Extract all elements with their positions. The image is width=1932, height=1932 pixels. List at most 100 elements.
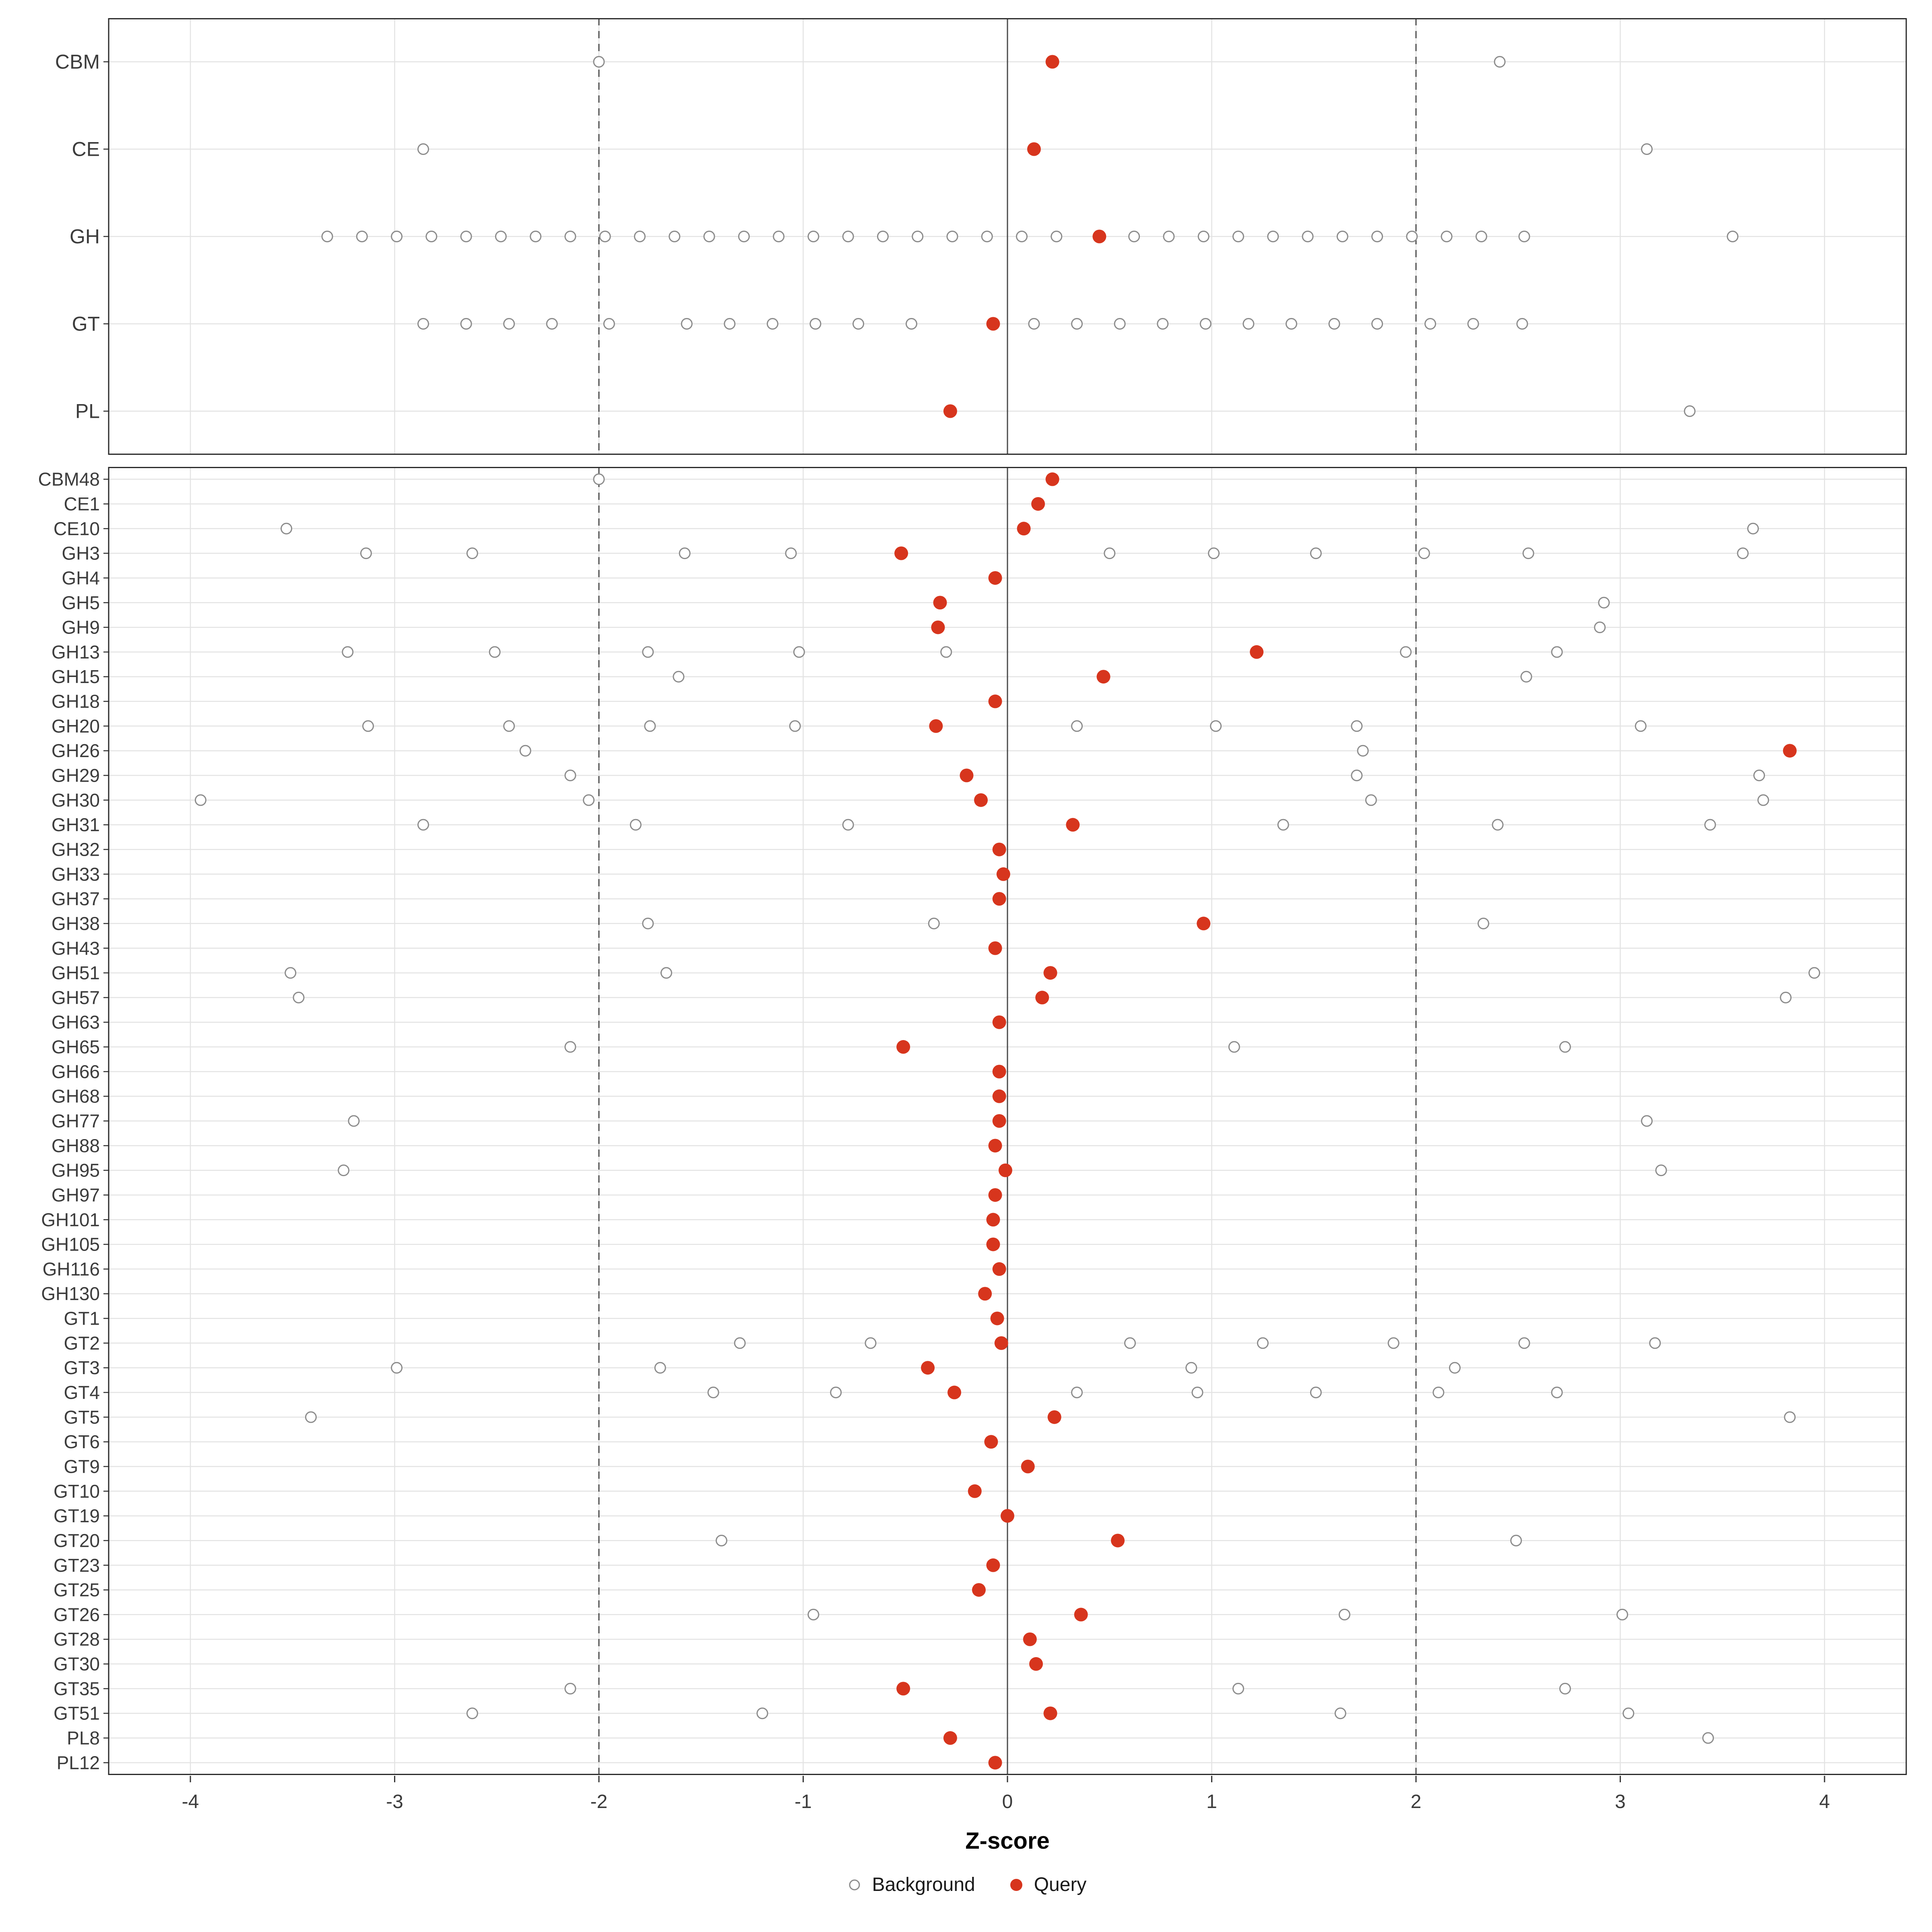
background-point [1114, 318, 1126, 330]
background-point [642, 646, 654, 658]
x-axis: -4 -3 -2 -1 0 1 2 3 4 [0, 1776, 1932, 1830]
background-point [1351, 770, 1363, 782]
query-point [896, 1040, 910, 1054]
background-point [1028, 318, 1040, 330]
background-point [1232, 1682, 1244, 1695]
query-point [1074, 1608, 1088, 1622]
background-point [495, 231, 507, 242]
category-label: GT3 [64, 1357, 100, 1378]
background-point [1267, 231, 1279, 242]
query-point [1027, 142, 1041, 156]
background-point [830, 1387, 842, 1399]
background-point [1518, 231, 1530, 242]
category-label: GH63 [52, 1012, 100, 1033]
category-label: GH57 [52, 987, 100, 1008]
background-point [644, 720, 656, 732]
background-point [1598, 597, 1610, 609]
background-point [756, 1707, 768, 1719]
x-tick-label: -4 [182, 1791, 199, 1812]
background-point [946, 231, 958, 242]
background-point [1753, 770, 1765, 782]
query-point [994, 1336, 1008, 1350]
background-point [1594, 621, 1606, 634]
query-point [933, 596, 947, 610]
background-point [1522, 547, 1534, 559]
background-point [1185, 1362, 1197, 1374]
category-label: GH13 [52, 642, 100, 663]
background-point [356, 231, 368, 242]
background-point [1051, 231, 1063, 242]
background-point [630, 819, 642, 831]
background-point [564, 770, 576, 782]
category-label: GH30 [52, 790, 100, 811]
category-label: GH37 [52, 888, 100, 909]
category-label: GH15 [52, 666, 100, 687]
background-point [593, 56, 605, 68]
x-tick-label: 3 [1615, 1791, 1626, 1812]
background-point [928, 917, 940, 929]
legend-item-background: Background [846, 1874, 975, 1896]
query-point [992, 1015, 1006, 1029]
background-point [466, 1707, 478, 1719]
background-point [807, 231, 819, 242]
query-point [974, 793, 988, 807]
category-label: GH88 [52, 1135, 100, 1156]
background-point [1747, 522, 1759, 535]
background-point [734, 1337, 746, 1349]
background-point [1071, 318, 1083, 330]
query-marker-icon [1010, 1878, 1022, 1891]
background-point [1371, 231, 1383, 242]
x-tick-label: 0 [1002, 1791, 1013, 1812]
background-point [1475, 231, 1487, 242]
query-point [894, 546, 908, 560]
category-label: GT19 [54, 1505, 100, 1526]
query-point [921, 1361, 935, 1375]
category-label: GH5 [62, 592, 100, 613]
background-point [1418, 547, 1430, 559]
background-point [1208, 547, 1220, 559]
background-point [773, 231, 785, 242]
background-point [564, 1682, 576, 1695]
x-tick-label: 4 [1819, 1791, 1830, 1812]
background-point [1357, 745, 1369, 757]
category-label: GT28 [54, 1629, 100, 1650]
query-point [1035, 991, 1049, 1005]
background-point [1477, 917, 1489, 929]
category-label: GT20 [54, 1530, 100, 1551]
background-point [1334, 1707, 1346, 1719]
category-label: GH9 [62, 617, 100, 638]
background-point [912, 231, 924, 242]
background-point [1104, 547, 1116, 559]
background-point [503, 318, 515, 330]
query-point [996, 867, 1010, 881]
legend-label-query: Query [1034, 1874, 1087, 1895]
query-point [1023, 1632, 1037, 1646]
query-point [929, 719, 943, 733]
category-label: GT25 [54, 1579, 100, 1600]
query-point [986, 317, 1000, 331]
background-point [362, 720, 374, 732]
background-point [1128, 231, 1140, 242]
background-point [1635, 720, 1647, 732]
background-point [321, 231, 333, 242]
category-label: GH130 [41, 1283, 100, 1304]
background-point [489, 646, 501, 658]
category-label: GH20 [52, 716, 100, 737]
background-point [1424, 318, 1437, 330]
category-label: GH43 [52, 938, 100, 959]
category-label: GH97 [52, 1185, 100, 1205]
background-point [1387, 1337, 1399, 1349]
background-point [360, 547, 372, 559]
query-point [992, 842, 1006, 857]
background-point [660, 967, 672, 979]
query-point [943, 1731, 957, 1745]
background-point [905, 318, 917, 330]
background-point [634, 231, 646, 242]
category-label: GT1 [64, 1308, 100, 1329]
background-point [1406, 231, 1418, 242]
query-point [1029, 1657, 1043, 1671]
background-point [460, 318, 472, 330]
background-point [194, 794, 206, 806]
background-point [1518, 1337, 1530, 1349]
